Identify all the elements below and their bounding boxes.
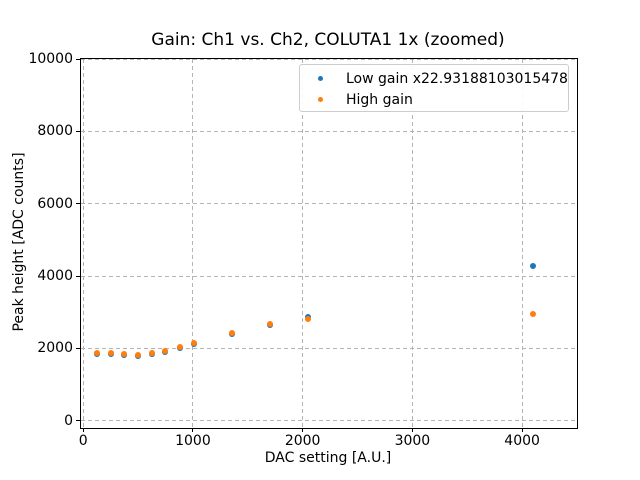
legend-marker-low-gain-icon [318,76,323,81]
x-tick-label: 4000 [504,433,540,449]
data-point-high-gain [305,316,312,323]
legend-label: Low gain x22.93188103015478 [346,70,568,87]
y-gridline [81,347,577,349]
x-tick-label: 2000 [284,433,321,449]
data-point-high-gain [121,351,128,358]
y-gridline [81,203,577,205]
data-point-high-gain [148,350,155,357]
legend-entry: High gain [300,89,568,110]
data-point-high-gain [93,350,100,357]
x-gridline [82,59,84,428]
y-tick-mark [76,130,80,132]
y-tick-mark [76,420,80,422]
y-tick-label: 0 [64,412,73,429]
y-tick-label: 8000 [37,123,73,140]
x-gridline [411,59,413,428]
x-gridline [192,59,194,428]
y-tick-mark [76,275,80,277]
data-point-high-gain [107,350,114,357]
y-tick-label: 10000 [28,51,73,67]
y-tick-label: 6000 [37,195,73,212]
legend: Low gain x22.93188103015478 High gain [299,64,569,112]
data-point-high-gain [177,343,184,350]
x-tick-mark [192,428,194,432]
x-tick-mark [521,428,523,432]
y-tick-label: 2000 [37,340,73,357]
y-gridline [81,275,577,277]
legend-marker-high-gain-icon [318,97,323,102]
y-tick-mark [76,58,80,60]
data-point-high-gain [267,320,274,327]
legend-entry: Low gain x22.93188103015478 [300,68,568,89]
plot-area [80,58,578,429]
y-tick-mark [76,347,80,349]
x-tick-mark [411,428,413,432]
y-gridline [81,420,577,422]
x-tick-mark [302,428,304,432]
legend-label: High gain [346,91,413,108]
y-gridline [81,59,577,60]
x-axis-label: DAC setting [A.U.] [264,450,392,466]
data-point-high-gain [228,329,235,336]
y-tick-label: 4000 [37,268,73,285]
x-tick-label: 0 [78,433,88,449]
data-point-low-gain [530,262,537,269]
data-point-high-gain [530,311,537,318]
x-gridline [302,59,304,428]
y-gridline [81,130,577,132]
x-tick-label: 1000 [175,433,211,449]
data-point-high-gain [162,347,169,354]
y-tick-mark [76,203,80,205]
x-gridline [521,59,523,428]
data-point-high-gain [191,340,198,347]
x-tick-mark [82,428,84,432]
chart-title: Gain: Ch1 vs. Ch2, COLUTA1 1x (zoomed) [151,30,505,50]
data-point-high-gain [135,351,142,358]
x-tick-label: 3000 [394,433,431,449]
y-axis-label: Peak height [ADC counts] [11,152,27,332]
